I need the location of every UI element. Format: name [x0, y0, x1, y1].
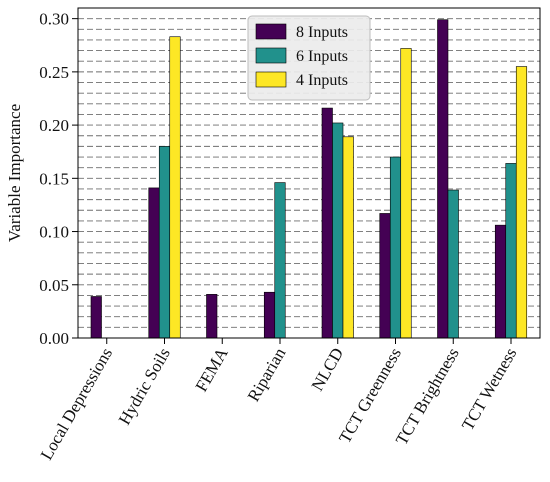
- bar: [342, 136, 354, 339]
- bar: [321, 107, 333, 339]
- bar: [206, 294, 218, 339]
- legend-swatch: [255, 47, 287, 64]
- legend-label: 8 Inputs: [296, 24, 348, 41]
- bar: [263, 291, 276, 339]
- bar: [515, 66, 528, 339]
- x-tick-label: TCT Greenness: [335, 345, 405, 447]
- bar: [437, 19, 449, 339]
- bar: [505, 163, 517, 339]
- legend-label: 6 Inputs: [296, 48, 348, 65]
- y-tick-label: 0.00: [39, 329, 69, 348]
- bar: [332, 122, 344, 339]
- x-tick-label: NLCD: [308, 345, 348, 395]
- x-tick-label: TCT Brightness: [392, 345, 463, 449]
- y-tick-label: 0.20: [39, 116, 69, 135]
- y-tick-label: 0.05: [39, 276, 69, 295]
- bar: [389, 156, 402, 339]
- bar: [158, 146, 171, 339]
- bar: [447, 189, 459, 339]
- y-tick-label: 0.10: [39, 223, 69, 242]
- x-tick-label: FEMA: [192, 344, 232, 395]
- bar: [148, 187, 160, 339]
- y-tick-label: 0.30: [39, 10, 69, 29]
- legend-label: 4 Inputs: [296, 72, 348, 89]
- plot-frame: [77, 7, 541, 339]
- y-axis-label: Variable Importance: [5, 104, 24, 242]
- x-tick-label: Riparian: [244, 344, 290, 405]
- bar: [169, 36, 181, 339]
- bar: [274, 182, 286, 339]
- y-tick-label: 0.15: [39, 169, 69, 188]
- legend-swatch: [255, 23, 287, 40]
- bar: [494, 224, 507, 339]
- bars: [90, 19, 528, 339]
- bar: [379, 213, 391, 339]
- x-tick-label: Local Depressions: [37, 345, 116, 464]
- x-tick-label: Hydric Soils: [115, 345, 174, 429]
- legend-swatch: [255, 71, 287, 88]
- legend: 8 Inputs 6 Inputs 4 Inputs: [247, 15, 371, 101]
- x-tick-label: TCT Wetness: [458, 345, 520, 434]
- bar: [90, 296, 102, 339]
- y-tick-label: 0.25: [39, 63, 69, 82]
- bar: [400, 48, 412, 339]
- y-axis-ticks: 0.00 0.05 0.10 0.15 0.20 0.25 0.30: [39, 10, 78, 348]
